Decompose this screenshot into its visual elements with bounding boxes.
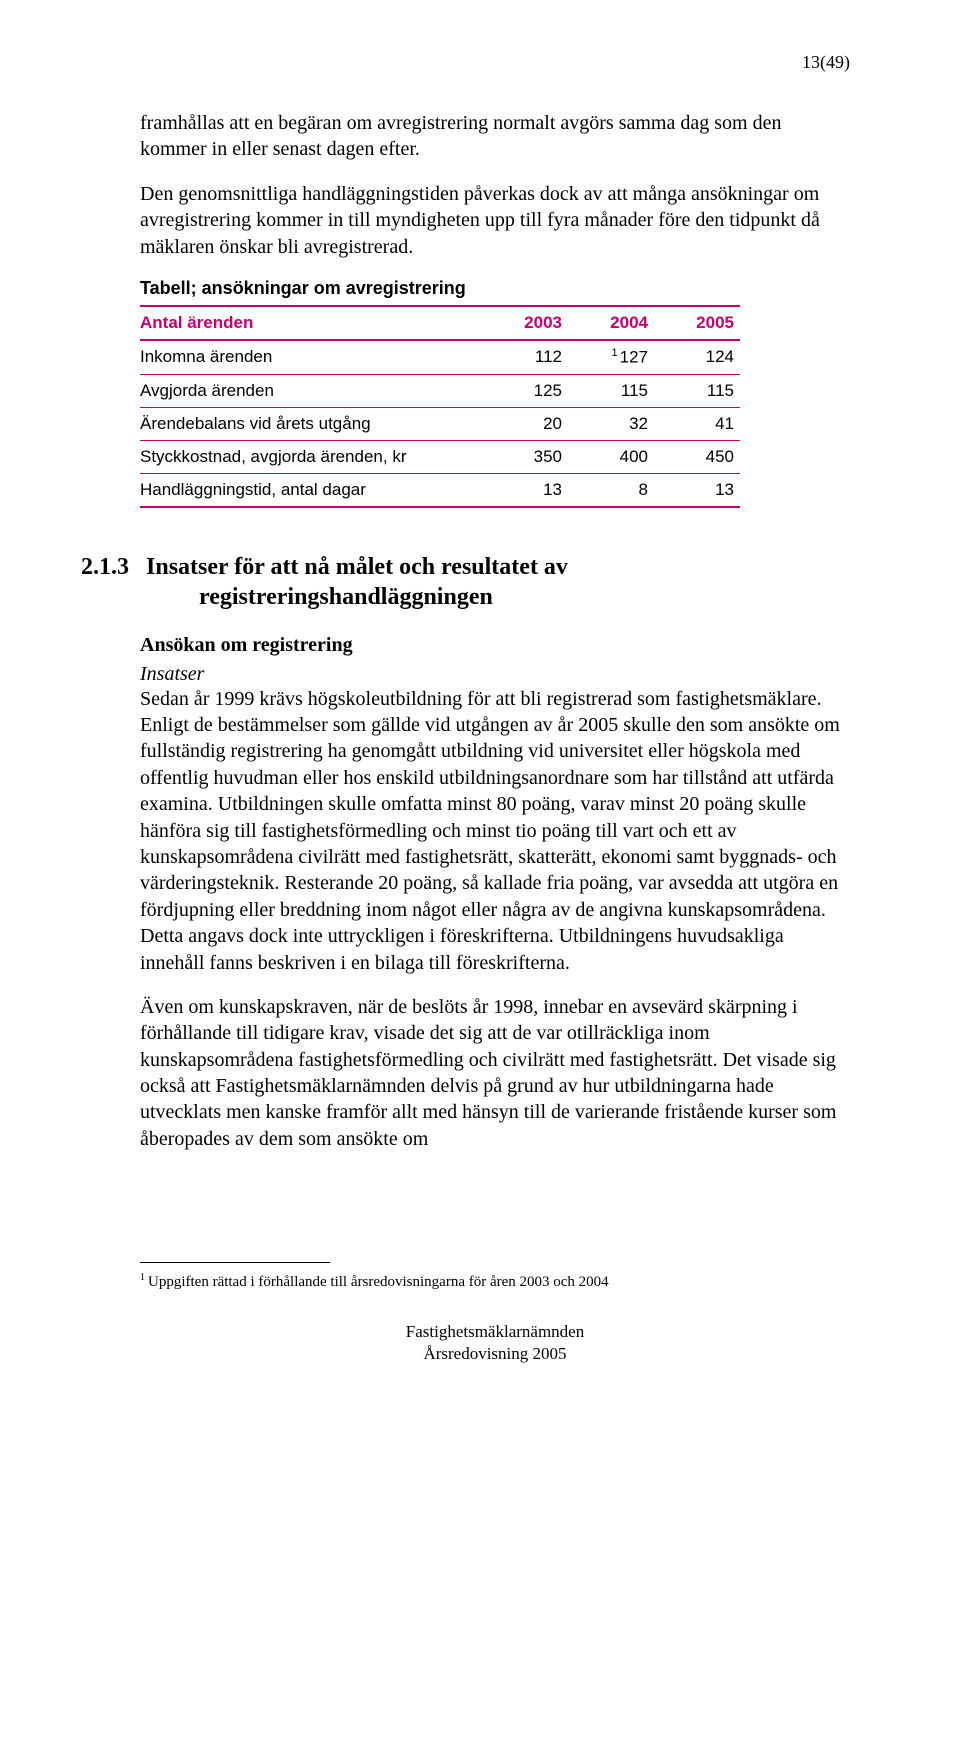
subheading: Ansökan om registrering xyxy=(140,634,850,657)
cell: 450 xyxy=(654,440,740,473)
cell: 13 xyxy=(482,473,568,507)
table-title: Tabell; ansökningar om avregistrering xyxy=(140,278,850,299)
footnote-rule xyxy=(140,1262,330,1263)
cell: 13 xyxy=(654,473,740,507)
row-label: Ärendebalans vid årets utgång xyxy=(140,407,482,440)
paragraph-1: framhållas att en begäran om avregistrer… xyxy=(140,110,850,163)
cell: 125 xyxy=(482,374,568,407)
section-title: Insatser för att nå målet och resultatet… xyxy=(146,554,568,610)
cell: 115 xyxy=(568,374,654,407)
footer-line-1: Fastighetsmäklarnämnden xyxy=(140,1321,850,1343)
col-header-label: Antal ärenden xyxy=(140,306,482,340)
section-heading: 2.1.3 Insatser för att nå målet och resu… xyxy=(140,552,850,612)
table-row: Handläggningstid, antal dagar 13 8 13 xyxy=(140,473,740,507)
col-header-year-0: 2003 xyxy=(482,306,568,340)
cell: 400 xyxy=(568,440,654,473)
cell: 124 xyxy=(654,340,740,374)
footnote-marker-icon: 1 xyxy=(612,347,618,359)
row-label: Handläggningstid, antal dagar xyxy=(140,473,482,507)
cell: 350 xyxy=(482,440,568,473)
data-table: Antal ärenden 2003 2004 2005 Inkomna äre… xyxy=(140,305,740,508)
cell: 41 xyxy=(654,407,740,440)
col-header-year-2: 2005 xyxy=(654,306,740,340)
footnote: 1Uppgiften rättad i förhållande till års… xyxy=(140,1271,850,1293)
row-label: Inkomna ärenden xyxy=(140,340,482,374)
table-row: Avgjorda ärenden 125 115 115 xyxy=(140,374,740,407)
row-label: Avgjorda ärenden xyxy=(140,374,482,407)
table-row: Ärendebalans vid årets utgång 20 32 41 xyxy=(140,407,740,440)
footnote-mark: 1 xyxy=(140,1272,145,1283)
footnote-text: Uppgiften rättad i förhållande till årsr… xyxy=(148,1274,609,1290)
page-footer: Fastighetsmäklarnämnden Årsredovisning 2… xyxy=(140,1321,850,1365)
table-row: Styckkostnad, avgjorda ärenden, kr 350 4… xyxy=(140,440,740,473)
cell-value: 127 xyxy=(620,348,648,367)
cell: 20 xyxy=(482,407,568,440)
cell: 32 xyxy=(568,407,654,440)
footer-line-2: Årsredovisning 2005 xyxy=(140,1343,850,1365)
italic-lead: Insatser xyxy=(140,663,850,686)
paragraph-3: Sedan år 1999 krävs högskoleutbildning f… xyxy=(140,686,850,976)
col-header-year-1: 2004 xyxy=(568,306,654,340)
page-number: 13(49) xyxy=(802,52,850,73)
paragraph-2: Den genomsnittliga handläggningstiden på… xyxy=(140,181,850,260)
table-row: Inkomna ärenden 112 1127 124 xyxy=(140,340,740,374)
cell: 8 xyxy=(568,473,654,507)
row-label: Styckkostnad, avgjorda ärenden, kr xyxy=(140,440,482,473)
deregistration-table: Tabell; ansökningar om avregistrering An… xyxy=(140,278,850,508)
table-header-row: Antal ärenden 2003 2004 2005 xyxy=(140,306,740,340)
cell: 1127 xyxy=(568,340,654,374)
cell: 115 xyxy=(654,374,740,407)
cell: 112 xyxy=(482,340,568,374)
paragraph-4: Även om kunskapskraven, när de beslöts å… xyxy=(140,994,850,1152)
document-page: 13(49) framhållas att en begäran om avre… xyxy=(0,0,960,1764)
